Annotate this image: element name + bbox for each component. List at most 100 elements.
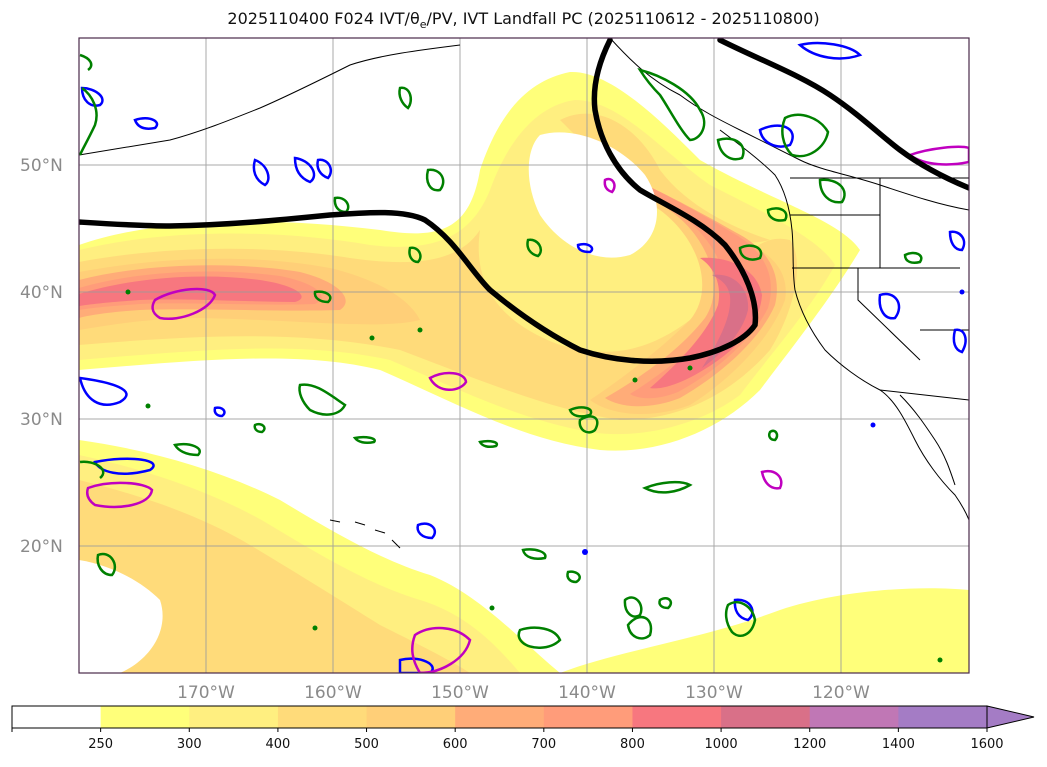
theta-e-contour — [298, 383, 347, 416]
ivt-band-800 — [79, 276, 302, 306]
theta-e-contour — [253, 423, 266, 434]
ivt-landfall-pc-contours — [79, 38, 969, 364]
pv-contours-blue — [79, 41, 967, 673]
us-west-coast — [791, 229, 969, 521]
colorbar-swatch — [898, 706, 988, 728]
map-frame — [78, 37, 970, 674]
ivt-band-400-south — [79, 480, 470, 673]
lat-label-50: 50°N — [20, 156, 63, 176]
colorbar-tick-label: 800 — [620, 737, 645, 752]
theta-e-contour — [738, 244, 763, 261]
colorbar-swatch — [366, 706, 456, 728]
ivt-filled-field — [79, 71, 969, 673]
lon-label-140: 140°W — [558, 683, 616, 703]
aleutian-coast — [79, 44, 461, 156]
theta-e-contour — [623, 596, 643, 618]
pv-contours-magenta — [86, 145, 969, 673]
colorbar-tick-label: 1200 — [793, 737, 826, 752]
dot — [369, 335, 375, 341]
colorbar-tick-label: 1400 — [882, 737, 915, 752]
colorbar-tick-label: 700 — [531, 737, 556, 752]
theta-e-contour — [578, 415, 599, 434]
mexico-border — [879, 389, 969, 401]
pv-contour-magenta — [603, 177, 616, 194]
ivt-band-250-sw — [560, 588, 969, 673]
state-border-nv — [857, 268, 921, 361]
pc-contour-main — [79, 38, 759, 364]
colorbar-tick-label: 1600 — [970, 737, 1003, 752]
colorbar-tick-label: 250 — [88, 737, 113, 752]
pv-contour — [79, 376, 128, 406]
theta-e-contour — [526, 238, 543, 258]
lon-label-170: 170°W — [177, 683, 235, 703]
lat-labels: 50°N 40°N 30°N 20°N — [20, 156, 63, 557]
theta-e-contour — [478, 439, 499, 449]
theta-e-contour — [173, 443, 201, 457]
map-title: 2025110400 F024 IVT/θe/PV, IVT Landfall … — [227, 9, 820, 32]
theta-e-contour — [626, 615, 653, 640]
baja-coast — [899, 394, 956, 486]
coastlines — [79, 38, 969, 549]
gridlines — [79, 38, 969, 673]
theta-e-contour — [781, 113, 830, 158]
lon-label-130: 130°W — [685, 683, 743, 703]
lat-label-30: 30°N — [20, 410, 63, 430]
pv-contour — [733, 598, 754, 622]
dot — [937, 657, 943, 663]
colorbar-tick-label: 1000 — [705, 737, 738, 752]
ivt-band-1000-jet — [702, 274, 749, 368]
theta-e-contour — [766, 207, 788, 222]
pv-contour — [213, 406, 226, 418]
colorbar-swatch — [543, 706, 633, 728]
dot — [582, 549, 588, 555]
theta-e-contour — [724, 601, 757, 637]
theta-e-contours — [79, 53, 923, 649]
colorbar-swatch — [721, 706, 811, 728]
lon-label-150: 150°W — [431, 683, 489, 703]
pv-contour-magenta — [428, 371, 468, 391]
theta-e-contour — [79, 53, 93, 72]
pv-contour — [398, 657, 434, 673]
pv-contour-magenta — [760, 469, 783, 490]
theta-e-contour — [425, 168, 445, 192]
lon-labels: 170°W 160°W 150°W 140°W 130°W 120°W — [177, 683, 870, 703]
dot — [312, 625, 318, 631]
theta-e-contour — [313, 290, 332, 304]
colorbar-tick-label: 300 — [177, 737, 202, 752]
theta-e-contour — [642, 480, 693, 494]
dot — [632, 377, 638, 383]
pv-contour — [797, 41, 863, 60]
pv-contour — [252, 158, 270, 187]
lon-label-120: 120°W — [812, 683, 870, 703]
dot — [417, 327, 423, 333]
colorbar-swatch — [455, 706, 545, 728]
dot — [125, 289, 131, 295]
theta-e-contour — [767, 429, 779, 442]
lat-label-20: 20°N — [20, 537, 63, 557]
colorbar: 250 300 400 500 600 700 800 1000 1200 1400 1600 — [11, 705, 1035, 752]
pv-contour — [576, 243, 594, 254]
ivt-gap-tropics — [79, 560, 163, 673]
theta-e-contour — [352, 435, 376, 445]
dot — [489, 605, 495, 611]
pv-contour-magenta — [907, 145, 969, 166]
pv-contour — [93, 457, 155, 475]
pv-contour — [80, 86, 104, 107]
dot — [145, 403, 151, 409]
colorbar-tick-label: 600 — [443, 737, 468, 752]
colorbar-swatch — [100, 706, 190, 728]
theta-e-contour — [408, 246, 422, 264]
pv-contour-magenta — [151, 287, 217, 321]
theta-e-contour — [79, 86, 98, 156]
theta-e-contour — [398, 86, 412, 110]
theta-e-contour — [517, 626, 562, 649]
ivt-gap-subtropics — [79, 374, 430, 442]
theta-e-contour — [566, 570, 581, 584]
hawaii-islands — [329, 519, 401, 549]
map-content — [79, 38, 969, 673]
pv-contour — [878, 292, 901, 320]
theta-e-contour — [79, 460, 105, 479]
theta-e-contour — [521, 548, 547, 560]
bc-coast — [719, 129, 793, 231]
